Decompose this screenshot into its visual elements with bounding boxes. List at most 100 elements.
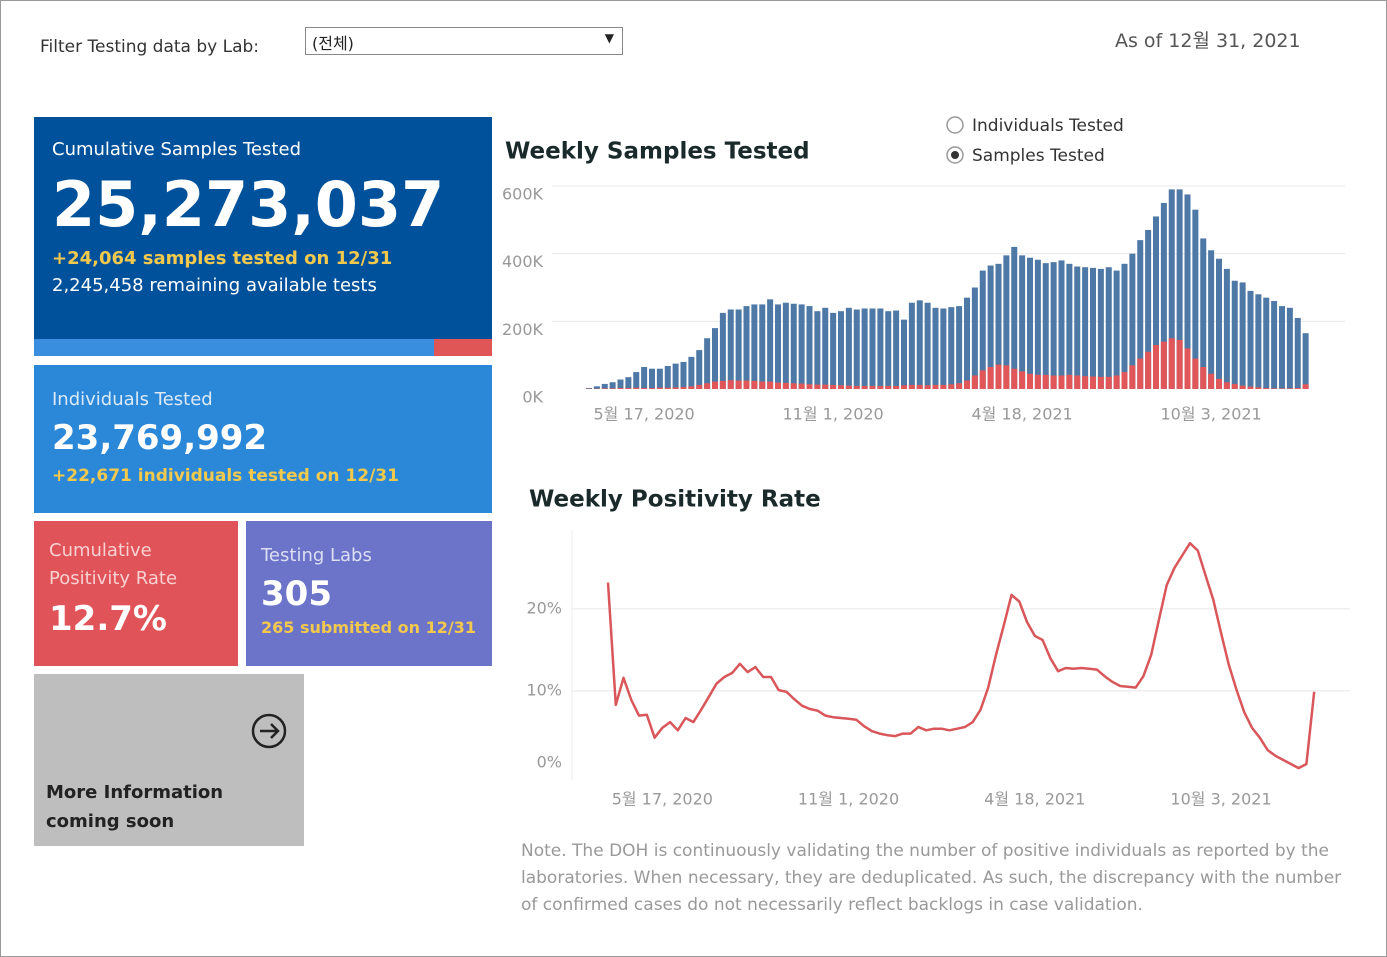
bar (759, 381, 766, 389)
filter-dropdown[interactable]: (전체) ▼ (305, 27, 623, 55)
bar (1121, 372, 1128, 389)
x-tick-label: 11월 1, 2020 (798, 790, 899, 809)
bar (987, 367, 994, 389)
line (606, 541, 1316, 770)
bar (633, 372, 640, 389)
bar (1153, 345, 1159, 389)
bar (1255, 294, 1262, 389)
bar (1271, 301, 1278, 389)
bar (1223, 382, 1230, 389)
bar (948, 384, 955, 389)
bar (1176, 189, 1183, 389)
bar (1208, 250, 1215, 389)
bar (1302, 333, 1309, 389)
card-delta: 265 submitted on 12/31 (261, 618, 476, 637)
bar (743, 380, 750, 389)
bar (1216, 258, 1222, 389)
bar (735, 380, 742, 389)
bar (719, 380, 726, 389)
bar (1050, 375, 1057, 389)
bar (916, 384, 923, 389)
card-value: 12.7% (49, 599, 167, 639)
bar (633, 387, 640, 389)
bar (885, 311, 892, 389)
bar (1271, 388, 1278, 389)
bar (1145, 351, 1152, 389)
card-remaining: 2,245,458 remaining available tests (52, 275, 377, 296)
bar (814, 311, 821, 389)
bar (1082, 267, 1089, 389)
bar (790, 303, 797, 389)
bar (751, 380, 758, 389)
bar (838, 311, 844, 389)
bar (838, 385, 844, 389)
bar (877, 385, 884, 389)
bar (956, 383, 963, 389)
bar (971, 375, 978, 389)
bar (1200, 367, 1207, 389)
bar (1200, 238, 1207, 389)
progress-bar-positive (434, 339, 492, 356)
y-tick-label: 400K (502, 252, 544, 271)
bar (1192, 358, 1199, 389)
bar (979, 370, 986, 389)
bar (1034, 259, 1041, 389)
bar (901, 319, 907, 389)
card-delta: +24,064 samples tested on 12/31 (52, 248, 393, 269)
bar (775, 382, 781, 389)
x-tick-label: 10월 3, 2021 (1161, 405, 1262, 424)
bar (1105, 376, 1112, 389)
y-tick-label: 10% (526, 680, 562, 699)
bar (830, 312, 837, 389)
bar (1168, 338, 1175, 389)
bar (1216, 378, 1222, 389)
bar (649, 387, 655, 389)
bar (995, 263, 1002, 389)
bar (853, 385, 860, 389)
bar (948, 307, 955, 389)
bar (782, 382, 789, 389)
bar (1003, 365, 1010, 389)
bar (759, 304, 766, 389)
bar (1066, 374, 1073, 389)
bar (1176, 339, 1183, 389)
radio-button[interactable] (946, 116, 964, 134)
more-info-card[interactable]: More Information coming soon (34, 674, 304, 846)
bar (869, 308, 876, 389)
bar (869, 385, 876, 389)
bar (1034, 374, 1041, 389)
bar (641, 367, 648, 389)
bar (964, 380, 970, 389)
bar (1263, 297, 1270, 389)
bar (1066, 263, 1073, 389)
bar (1279, 306, 1285, 389)
bar (806, 306, 813, 389)
bar (1231, 280, 1238, 389)
card-title: More Information coming soon (46, 782, 224, 832)
bar (1160, 341, 1167, 389)
bar (1129, 253, 1136, 389)
card-title: Cumulative Positivity Rate (49, 540, 178, 589)
bar (1302, 384, 1309, 389)
bar (625, 377, 632, 389)
y-tick-label: 600K (502, 185, 544, 204)
bar (617, 387, 624, 389)
card-delta: +22,671 individuals tested on 12/31 (52, 466, 399, 486)
bar (601, 383, 608, 389)
bar (1090, 267, 1096, 389)
filter-value: (전체) (312, 34, 354, 53)
individuals-card: Individuals Tested 23,769,992 +22,671 in… (34, 365, 492, 513)
card-title: Individuals Tested (52, 389, 213, 410)
bar (601, 388, 608, 389)
bar (1042, 374, 1049, 389)
bar (1153, 216, 1159, 389)
bar (586, 387, 592, 389)
bar (1003, 255, 1010, 389)
bar (649, 368, 655, 389)
bar (1019, 255, 1026, 389)
bar (1223, 268, 1230, 389)
bar (1113, 375, 1120, 389)
y-tick-label: 20% (526, 598, 562, 617)
card-value: 305 (261, 574, 332, 614)
